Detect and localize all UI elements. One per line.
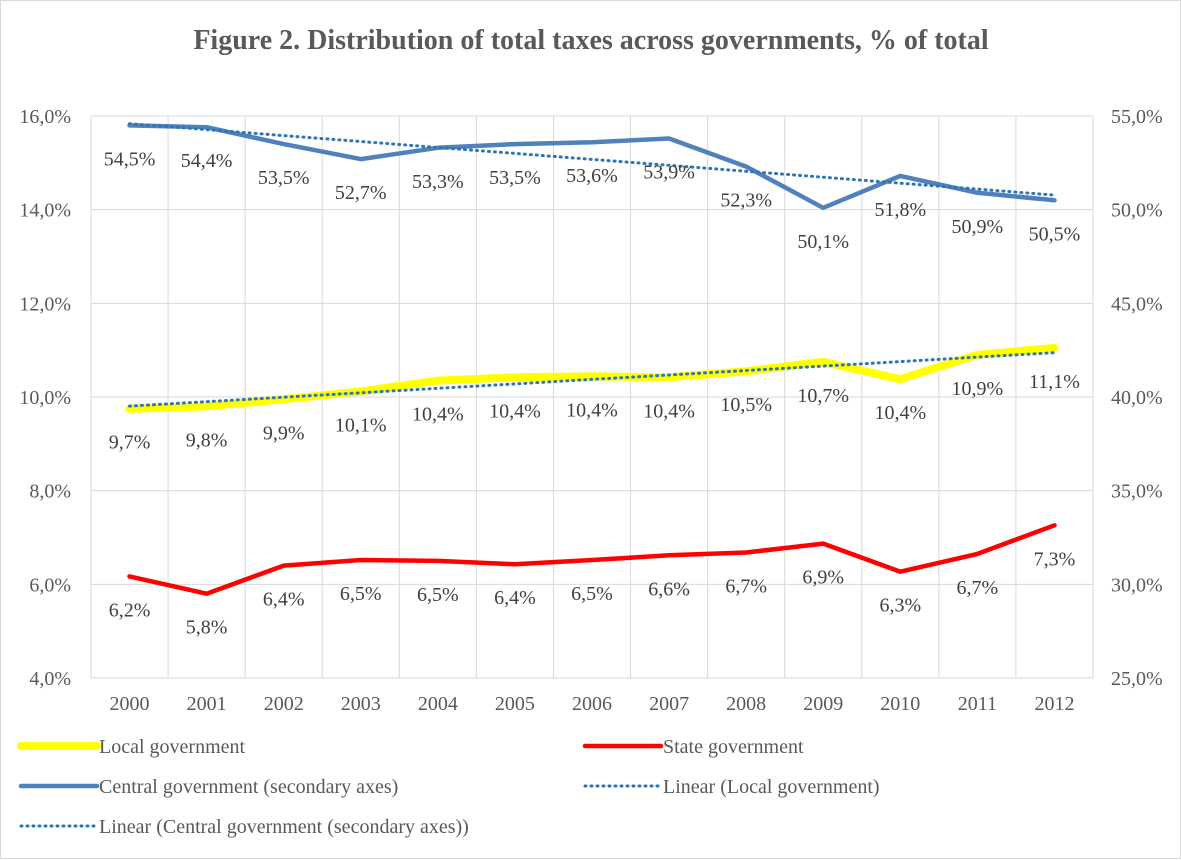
axes: 4,0% 6,0% 8,0% 10,0% 12,0% 14,0% 16,0% 25,0% 30,… bbox=[19, 106, 1162, 715]
data-label: 6,5% bbox=[571, 583, 613, 605]
data-label: 6,6% bbox=[648, 578, 690, 600]
x-tick-label: 2005 bbox=[495, 693, 535, 715]
series-line-3 bbox=[128, 351, 1056, 408]
x-tick-label: 2001 bbox=[187, 693, 227, 715]
data-label: 52,3% bbox=[720, 190, 772, 212]
data-label: 11,1% bbox=[1029, 371, 1080, 393]
series-lines bbox=[125, 122, 1059, 596]
data-label: 7,3% bbox=[1034, 548, 1076, 570]
y-left-tick-label: 6,0% bbox=[29, 574, 71, 596]
series-line-4 bbox=[128, 122, 1056, 197]
data-label: 6,9% bbox=[802, 567, 844, 589]
data-label: 6,5% bbox=[417, 584, 459, 606]
data-label: 10,4% bbox=[412, 404, 464, 426]
x-tick-label: 2004 bbox=[418, 693, 458, 715]
x-tick-label: 2007 bbox=[649, 693, 689, 715]
data-label: 6,7% bbox=[957, 577, 999, 599]
x-tick-label: 2010 bbox=[880, 693, 920, 715]
data-label: 53,5% bbox=[489, 167, 541, 189]
x-tick-label: 2006 bbox=[572, 693, 612, 715]
data-label: 10,7% bbox=[797, 385, 849, 407]
legend-label: Linear (Local government) bbox=[663, 776, 880, 798]
y-right-tick-label: 55,0% bbox=[1111, 106, 1163, 128]
y-left-tick-label: 14,0% bbox=[19, 200, 71, 222]
data-label: 5,8% bbox=[186, 617, 228, 639]
y-left-tick-label: 16,0% bbox=[19, 106, 71, 128]
data-label: 50,1% bbox=[797, 231, 849, 253]
y-right-tick-label: 45,0% bbox=[1111, 293, 1163, 315]
data-label: 6,5% bbox=[340, 583, 382, 605]
y-left-tick-label: 4,0% bbox=[29, 668, 71, 690]
legend: Local government State government Central … bbox=[17, 736, 880, 838]
x-tick-label: 2012 bbox=[1034, 693, 1074, 715]
data-label: 6,7% bbox=[725, 575, 767, 597]
series-line-1 bbox=[127, 523, 1057, 596]
data-label: 53,6% bbox=[566, 165, 618, 187]
y-left-tick-label: 8,0% bbox=[29, 481, 71, 503]
data-label: 9,9% bbox=[263, 422, 305, 444]
y-right-tick-label: 40,0% bbox=[1111, 387, 1163, 409]
x-tick-label: 2003 bbox=[341, 693, 381, 715]
x-tick-label: 2000 bbox=[110, 693, 150, 715]
data-label: 6,4% bbox=[263, 589, 305, 611]
legend-label: Central government (secondary axes) bbox=[99, 776, 398, 798]
gridlines bbox=[90, 115, 1094, 679]
data-labels: 9,7% 9,8% 9,9% 10,1% 10,4% 10,4% 10,4% 10,4% 10,… bbox=[104, 148, 1081, 638]
data-label: 53,5% bbox=[258, 167, 310, 189]
data-label: 51,8% bbox=[874, 199, 926, 221]
data-label: 10,4% bbox=[874, 402, 926, 424]
y-right-tick-label: 25,0% bbox=[1111, 668, 1163, 690]
data-label: 10,4% bbox=[489, 400, 541, 422]
data-label: 10,1% bbox=[335, 414, 387, 436]
legend-label: Local government bbox=[99, 736, 245, 758]
chart-title: Figure 2. Distribution of total taxes ac… bbox=[193, 25, 989, 56]
y-right-tick-label: 35,0% bbox=[1111, 481, 1163, 503]
x-tick-label: 2009 bbox=[803, 693, 843, 715]
legend-label: State government bbox=[663, 736, 804, 758]
data-label: 50,9% bbox=[952, 216, 1004, 238]
data-label: 53,9% bbox=[643, 161, 695, 183]
y-left-tick-label: 10,0% bbox=[19, 387, 71, 409]
data-label: 6,3% bbox=[879, 595, 921, 617]
data-label: 54,5% bbox=[104, 148, 156, 170]
series-line-0 bbox=[125, 343, 1059, 413]
data-label: 6,2% bbox=[109, 599, 151, 621]
data-label: 10,4% bbox=[566, 399, 618, 421]
data-label: 54,4% bbox=[181, 150, 233, 172]
series-line-2 bbox=[127, 123, 1057, 211]
x-tick-label: 2011 bbox=[958, 693, 997, 715]
legend-label: Linear (Central government (secondary ax… bbox=[99, 816, 469, 838]
data-label: 52,7% bbox=[335, 182, 387, 204]
data-label: 50,5% bbox=[1029, 223, 1081, 245]
data-label: 9,7% bbox=[109, 432, 151, 454]
x-tick-label: 2002 bbox=[264, 693, 304, 715]
y-right-tick-label: 30,0% bbox=[1111, 574, 1163, 596]
data-label: 10,4% bbox=[643, 400, 695, 422]
data-label: 9,8% bbox=[186, 429, 228, 451]
x-tick-label: 2008 bbox=[726, 693, 766, 715]
data-label: 10,5% bbox=[720, 394, 772, 416]
y-left-tick-label: 12,0% bbox=[19, 293, 71, 315]
data-label: 10,9% bbox=[952, 378, 1004, 400]
data-label: 6,4% bbox=[494, 587, 536, 609]
y-right-tick-label: 50,0% bbox=[1111, 200, 1163, 222]
data-label: 53,3% bbox=[412, 171, 464, 193]
